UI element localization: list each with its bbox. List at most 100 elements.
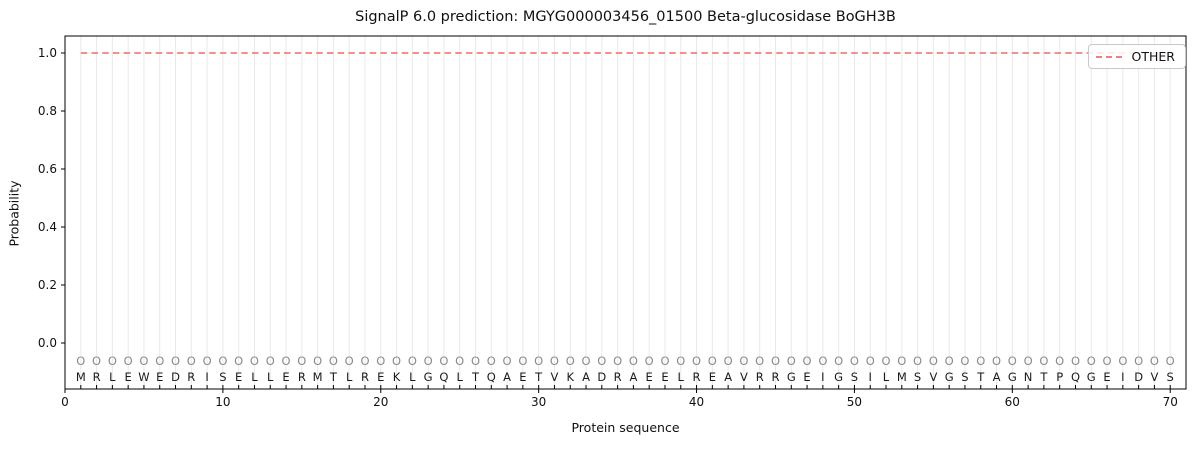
- grid-lines: [80, 36, 1171, 389]
- svg-text:E: E: [125, 370, 132, 384]
- svg-text:O: O: [913, 354, 922, 368]
- svg-text:D: D: [1134, 370, 1143, 384]
- svg-text:E: E: [803, 370, 810, 384]
- svg-text:O: O: [171, 354, 180, 368]
- svg-text:O: O: [724, 354, 733, 368]
- svg-text:O: O: [660, 354, 669, 368]
- svg-text:L: L: [883, 370, 890, 384]
- svg-text:O: O: [787, 354, 796, 368]
- svg-text:O: O: [897, 354, 906, 368]
- axes-border: [64, 35, 1187, 390]
- svg-text:O: O: [818, 354, 827, 368]
- svg-text:O: O: [597, 354, 606, 368]
- svg-text:O: O: [266, 354, 275, 368]
- svg-text:M: M: [897, 370, 907, 384]
- svg-text:O: O: [187, 354, 196, 368]
- svg-text:O: O: [218, 354, 227, 368]
- svg-text:O: O: [424, 354, 433, 368]
- svg-text:S: S: [219, 370, 226, 384]
- svg-text:0.2: 0.2: [38, 278, 57, 292]
- svg-text:N: N: [1024, 370, 1033, 384]
- svg-text:L: L: [409, 370, 416, 384]
- svg-text:I: I: [1121, 370, 1124, 384]
- legend-entry-label: OTHER: [1131, 49, 1175, 64]
- svg-text:E: E: [646, 370, 653, 384]
- svg-text:20: 20: [373, 395, 388, 409]
- x-minor-ticks: [80, 385, 1171, 389]
- svg-text:O: O: [203, 354, 212, 368]
- svg-text:G: G: [834, 370, 843, 384]
- svg-text:S: S: [851, 370, 858, 384]
- svg-text:O: O: [297, 354, 306, 368]
- svg-text:O: O: [1087, 354, 1096, 368]
- svg-text:R: R: [93, 370, 101, 384]
- svg-text:R: R: [756, 370, 764, 384]
- svg-text:O: O: [550, 354, 559, 368]
- svg-text:O: O: [487, 354, 496, 368]
- svg-text:0.0: 0.0: [38, 336, 57, 350]
- svg-text:G: G: [1087, 370, 1096, 384]
- svg-text:E: E: [709, 370, 716, 384]
- svg-text:O: O: [992, 354, 1001, 368]
- svg-text:E: E: [377, 370, 384, 384]
- svg-text:V: V: [551, 370, 559, 384]
- svg-text:O: O: [1008, 354, 1017, 368]
- svg-text:O: O: [1071, 354, 1080, 368]
- svg-text:O: O: [124, 354, 133, 368]
- svg-text:O: O: [1134, 354, 1143, 368]
- svg-text:O: O: [1055, 354, 1064, 368]
- svg-text:M: M: [313, 370, 323, 384]
- svg-text:S: S: [1167, 370, 1174, 384]
- svg-text:T: T: [329, 370, 338, 384]
- svg-text:T: T: [1039, 370, 1048, 384]
- svg-text:O: O: [850, 354, 859, 368]
- svg-text:A: A: [724, 370, 732, 384]
- svg-text:O: O: [139, 354, 148, 368]
- svg-text:O: O: [376, 354, 385, 368]
- svg-text:O: O: [581, 354, 590, 368]
- svg-text:S: S: [961, 370, 968, 384]
- svg-text:R: R: [361, 370, 369, 384]
- svg-text:O: O: [439, 354, 448, 368]
- svg-text:R: R: [771, 370, 779, 384]
- svg-text:40: 40: [689, 395, 704, 409]
- svg-text:V: V: [929, 370, 937, 384]
- svg-text:O: O: [92, 354, 101, 368]
- svg-text:D: D: [171, 370, 180, 384]
- svg-text:O: O: [313, 354, 322, 368]
- svg-text:0.8: 0.8: [38, 104, 57, 118]
- svg-text:O: O: [881, 354, 890, 368]
- svg-text:Q: Q: [1071, 370, 1080, 384]
- svg-text:O: O: [629, 354, 638, 368]
- chart-title: SignalP 6.0 prediction: MGYG000003456_01…: [355, 9, 896, 25]
- svg-text:E: E: [282, 370, 289, 384]
- svg-text:L: L: [678, 370, 685, 384]
- svg-text:L: L: [346, 370, 353, 384]
- svg-text:O: O: [976, 354, 985, 368]
- svg-text:G: G: [424, 370, 433, 384]
- x-axis-label: Protein sequence: [571, 420, 680, 435]
- svg-text:D: D: [597, 370, 606, 384]
- svg-text:V: V: [1150, 370, 1158, 384]
- svg-text:O: O: [250, 354, 259, 368]
- svg-text:L: L: [109, 370, 116, 384]
- svg-text:A: A: [993, 370, 1001, 384]
- svg-text:O: O: [408, 354, 417, 368]
- svg-text:O: O: [234, 354, 243, 368]
- svg-text:O: O: [739, 354, 748, 368]
- svg-text:T: T: [976, 370, 985, 384]
- svg-text:O: O: [155, 354, 164, 368]
- svg-text:O: O: [945, 354, 954, 368]
- svg-text:R: R: [187, 370, 195, 384]
- svg-text:A: A: [629, 370, 637, 384]
- svg-text:G: G: [787, 370, 796, 384]
- svg-text:O: O: [771, 354, 780, 368]
- svg-text:A: A: [582, 370, 590, 384]
- svg-text:Q: Q: [439, 370, 448, 384]
- svg-text:O: O: [345, 354, 354, 368]
- svg-text:R: R: [693, 370, 701, 384]
- svg-text:E: E: [156, 370, 163, 384]
- svg-text:O: O: [360, 354, 369, 368]
